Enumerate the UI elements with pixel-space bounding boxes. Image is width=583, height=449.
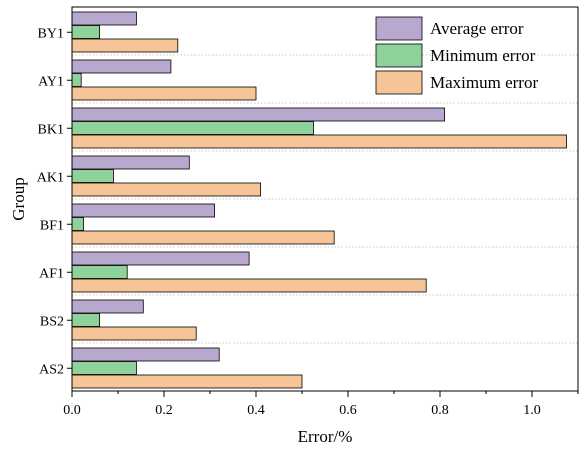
y-axis: BY1 AY1 BK1 AK1 BF1 AF1 BS2 AS2: [37, 26, 72, 377]
bar-af1-minimum-error: [71, 265, 128, 279]
x-tick-label: 0.6: [339, 403, 357, 418]
y-tick-label: BY1: [38, 26, 64, 41]
bars: [71, 11, 567, 389]
y-tick-label: AS2: [39, 362, 64, 377]
bar-by1-minimum-error: [71, 25, 101, 39]
bar-ak1-minimum-error: [71, 169, 114, 183]
legend: Average error Minimum error Maximum error: [375, 16, 538, 95]
bar-af1-average-error: [71, 251, 250, 266]
bar-bf1-maximum-error: [71, 230, 335, 245]
bar-bs2-minimum-error: [71, 313, 101, 327]
bar-as2-minimum-error: [71, 361, 137, 375]
bar-by1-maximum-error: [71, 38, 179, 53]
x-tick-label: 0.0: [63, 403, 81, 418]
y-tick-label: AY1: [38, 74, 64, 89]
x-axis: 0.0 0.2 0.4 0.6 0.8 1.0: [63, 391, 579, 418]
x-tick-label: 0.4: [247, 403, 265, 418]
legend-swatch: [375, 70, 423, 95]
bar-bs2-average-error: [71, 299, 144, 314]
bar-bf1-average-error: [71, 203, 216, 218]
bar-bf1-minimum-error: [71, 217, 84, 231]
bar-bk1-average-error: [71, 107, 446, 122]
legend-label: Average error: [430, 19, 524, 38]
bar-af1-maximum-error: [71, 278, 427, 293]
legend-label: Maximum error: [430, 73, 538, 92]
y-tick-label: AK1: [37, 170, 64, 185]
bar-ak1-average-error: [71, 155, 190, 170]
bar-by1-average-error: [71, 11, 137, 26]
grid-lines: [72, 54, 578, 344]
bar-bk1-maximum-error: [71, 134, 567, 149]
x-axis-label: Error/%: [298, 427, 353, 446]
legend-swatch: [375, 43, 423, 68]
bar-ay1-maximum-error: [71, 86, 257, 101]
plot-frame: [71, 6, 579, 392]
bar-ay1-minimum-error: [71, 73, 82, 87]
legend-swatch: [375, 16, 423, 41]
bar-bs2-maximum-error: [71, 326, 197, 341]
legend-label: Minimum error: [430, 46, 536, 65]
bar-as2-average-error: [71, 347, 220, 362]
y-tick-label: BK1: [38, 122, 64, 137]
y-tick-label: AF1: [39, 266, 64, 281]
bar-ay1-average-error: [71, 59, 172, 74]
y-axis-label: Group: [9, 177, 28, 220]
bar-bk1-minimum-error: [71, 121, 314, 135]
x-tick-label: 1.0: [523, 403, 541, 418]
bar-ak1-maximum-error: [71, 182, 262, 197]
y-tick-label: BF1: [40, 218, 64, 233]
bar-as2-maximum-error: [71, 374, 303, 389]
x-tick-label: 0.2: [155, 403, 173, 418]
y-tick-label: BS2: [40, 314, 64, 329]
x-tick-label: 0.8: [431, 403, 449, 418]
